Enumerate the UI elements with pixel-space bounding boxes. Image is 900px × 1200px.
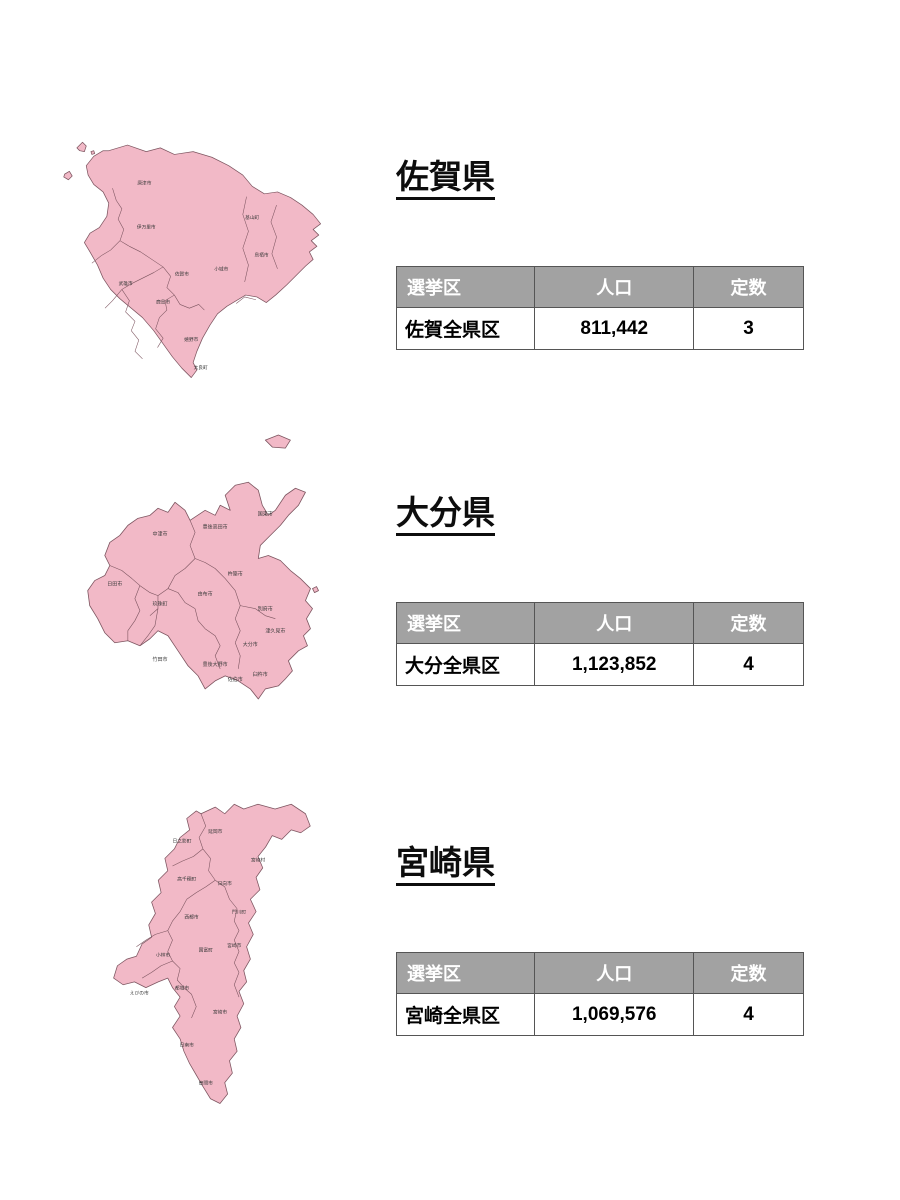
svg-text:佐賀市: 佐賀市 bbox=[175, 270, 189, 277]
svg-text:鹿島市: 鹿島市 bbox=[156, 299, 170, 306]
svg-text:杵築市: 杵築市 bbox=[228, 571, 243, 578]
svg-text:門川町: 門川町 bbox=[232, 910, 247, 916]
svg-text:別府市: 別府市 bbox=[258, 606, 273, 613]
svg-text:唐津市: 唐津市 bbox=[137, 179, 151, 186]
svg-text:武雄市: 武雄市 bbox=[119, 280, 133, 287]
svg-text:豊後大野市: 豊後大野市 bbox=[203, 661, 228, 668]
svg-text:嬉野市: 嬉野市 bbox=[184, 336, 198, 343]
svg-text:小城市: 小城市 bbox=[214, 266, 228, 273]
svg-text:豊後高田市: 豊後高田市 bbox=[203, 523, 228, 530]
svg-text:津久見市: 津久見市 bbox=[265, 628, 285, 635]
svg-text:鳥栖市: 鳥栖市 bbox=[255, 252, 269, 259]
svg-text:大分市: 大分市 bbox=[243, 641, 258, 648]
svg-text:基山町: 基山町 bbox=[245, 214, 259, 221]
svg-text:中津市: 中津市 bbox=[152, 530, 167, 537]
svg-text:日田市: 日田市 bbox=[107, 581, 122, 588]
svg-text:えびの市: えびの市 bbox=[130, 989, 149, 996]
svg-text:玖珠町: 玖珠町 bbox=[152, 601, 167, 608]
svg-text:臼杵市: 臼杵市 bbox=[253, 671, 268, 678]
svg-text:由布市: 由布市 bbox=[198, 591, 213, 598]
svg-text:佐伯市: 佐伯市 bbox=[228, 676, 243, 683]
svg-text:太良町: 太良町 bbox=[194, 364, 208, 371]
svg-text:国東市: 国東市 bbox=[258, 510, 273, 517]
svg-text:伊万里市: 伊万里市 bbox=[137, 224, 156, 231]
svg-text:竹田市: 竹田市 bbox=[152, 656, 167, 663]
